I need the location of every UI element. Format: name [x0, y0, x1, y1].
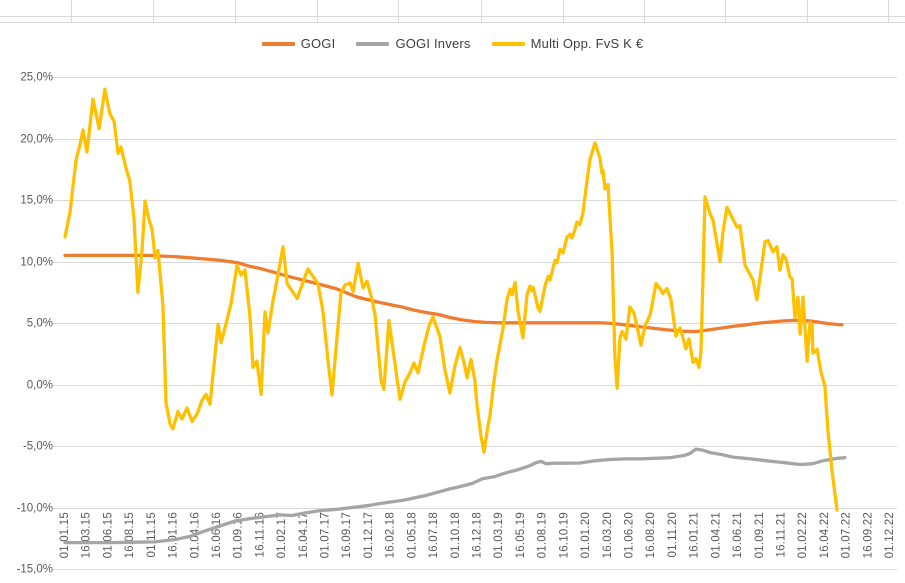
x-tick-label: 01.06.20 [623, 512, 635, 558]
y-tick-label: 15,0% [20, 195, 53, 207]
x-tick-label: 16.11.16 [254, 512, 266, 558]
y-tick-label: -15,0% [17, 564, 53, 576]
x-tick-label: 01.06.15 [102, 512, 114, 558]
legend-item-gogi-invers[interactable]: GOGI Invers [356, 36, 470, 51]
x-tick-label: 01.05.18 [406, 512, 418, 558]
y-tick-label: 25,0% [20, 72, 53, 84]
x-tick-label: 16.05.19 [515, 512, 527, 558]
x-tick-label: 16.06.21 [732, 512, 744, 558]
y-axis-labels: 25,0% 20,0% 15,0% 10,0% 5,0% 0,0% -5,0% -10,0% -… [17, 72, 53, 576]
x-tick-label: 16.08.20 [645, 512, 657, 558]
series-multi-opp-fvs-k[interactable] [63, 87, 839, 512]
x-tick-label: 01.11.15 [146, 512, 158, 558]
x-tick-label: 01.10.18 [450, 512, 462, 558]
x-tick-label: 16.08.15 [124, 512, 136, 558]
y-tick-label: 5,0% [27, 318, 53, 330]
chart-legend: GOGI GOGI Invers Multi Opp. FvS K € [0, 36, 905, 51]
x-tick-label: 16.01.21 [689, 512, 701, 558]
worksheet-gridlines [0, 0, 905, 23]
x-tick-label: 16.07.18 [428, 512, 440, 558]
x-tick-label: 01.07.22 [841, 512, 853, 558]
x-tick-label: 01.07.17 [320, 512, 332, 558]
x-tick-label: 16.10.19 [558, 512, 570, 558]
x-tick-label: 16.11.21 [775, 512, 787, 558]
x-tick-label: 16.06.16 [211, 512, 223, 558]
x-tick-label: 01.08.19 [537, 512, 549, 558]
x-tick-label: 01.01.20 [580, 512, 592, 558]
x-tick-label: 16.02.18 [385, 512, 397, 558]
y-tick-label: 10,0% [20, 257, 53, 269]
y-tick-label: 0,0% [27, 380, 53, 392]
legend-label-multi-opp: Multi Opp. FvS K € [530, 36, 644, 51]
x-tick-label: 01.09.21 [754, 512, 766, 558]
x-tick-label: 16.03.20 [602, 512, 614, 558]
x-tick-label: 16.04.22 [819, 512, 831, 558]
y-tick-label: 20,0% [20, 134, 53, 146]
x-tick-label: 01.02.22 [797, 512, 809, 558]
legend-item-gogi[interactable]: GOGI [261, 36, 336, 51]
x-tick-label: 01.09.16 [233, 512, 245, 558]
y-tick-label: -5,0% [23, 441, 53, 453]
gogi-line-swatch-icon [261, 41, 295, 46]
series-gogi-invers[interactable] [63, 447, 847, 545]
legend-item-multi-opp[interactable]: Multi Opp. FvS K € [491, 36, 644, 51]
multi-opp-line-swatch-icon [491, 41, 525, 46]
x-tick-label: 01.01.15 [59, 512, 71, 558]
y-tick-label: -10,0% [17, 503, 53, 515]
x-tick-label: 01.03.19 [493, 512, 505, 558]
x-tick-label: 16.03.15 [81, 512, 93, 558]
x-tick-label: 01.12.17 [363, 512, 375, 558]
legend-label-gogi-invers: GOGI Invers [395, 36, 471, 51]
gogi-invers-line-swatch-icon [356, 41, 390, 46]
x-tick-label: 01.12.22 [884, 512, 896, 558]
x-tick-label: 01.11.20 [667, 512, 679, 558]
x-tick-label: 16.01.16 [168, 512, 180, 558]
x-axis-labels: 01.01.15 16.03.15 01.06.15 16.08.15 01.11.15… [59, 512, 896, 558]
x-tick-label: 01.02.17 [276, 512, 288, 558]
x-tick-label: 01.04.21 [710, 512, 722, 558]
x-tick-label: 16.09.17 [341, 512, 353, 558]
x-tick-label: 16.09.22 [862, 512, 874, 558]
series-gogi[interactable] [63, 253, 844, 334]
x-tick-label: 16.12.18 [472, 512, 484, 558]
legend-label-gogi: GOGI [300, 36, 336, 51]
x-tick-label: 16.04.17 [298, 512, 310, 558]
